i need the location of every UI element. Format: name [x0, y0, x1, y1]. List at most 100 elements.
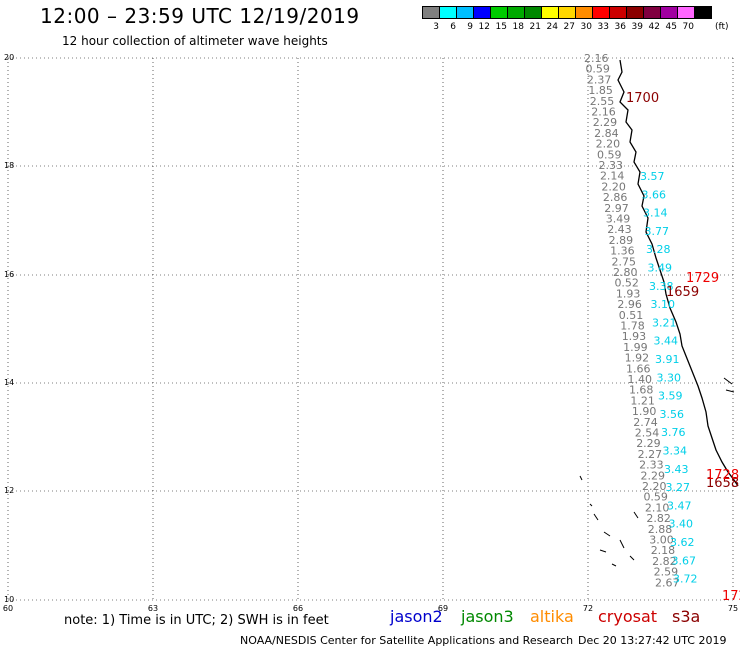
wave-height-label: 1658 — [706, 476, 739, 491]
wave-height-label: 2.55 — [590, 95, 615, 108]
legend-label: 36 — [614, 22, 626, 32]
wave-height-label: 3.56 — [660, 408, 685, 421]
wave-height-label: 2.80 — [613, 266, 638, 279]
wave-height-label: 2.27 — [638, 448, 663, 461]
legend-labels: 3 6 9 12 15 18 21 24 27 30 33 36 39 42 45 70 — [422, 22, 694, 32]
wave-height-label: 3.00 — [649, 534, 674, 547]
map-subtitle: 12 hour collection of altimeter wave hei… — [62, 34, 328, 48]
wave-height-label: 0.59 — [585, 63, 610, 76]
y-tick-label: 20 — [4, 53, 14, 62]
satellite-altika-label: altika — [530, 607, 574, 626]
legend-label: 6 — [450, 22, 456, 32]
legend-label: 21 — [529, 22, 541, 32]
legend-label: 3 — [433, 22, 439, 32]
satellite-s3a-label: s3a — [672, 607, 701, 626]
x-tick-label: 69 — [438, 604, 448, 613]
wave-height-label: 1.93 — [622, 330, 647, 343]
wave-height-label: 2.16 — [591, 106, 616, 119]
wave-height-label: 0.51 — [619, 309, 644, 322]
wave-height-label: 2.75 — [612, 255, 637, 268]
wave-height-label: 3.62 — [670, 536, 695, 549]
y-tick-label: 12 — [4, 486, 14, 495]
x-tick-label: 66 — [293, 604, 303, 613]
wave-height-label: 3.76 — [661, 426, 686, 439]
generated-timestamp: Dec 20 13:27:42 UTC 2019 — [578, 634, 727, 647]
wave-height-label: 2.10 — [645, 501, 670, 514]
wave-height-label: 2.33 — [639, 459, 664, 472]
wave-height-label: 3.38 — [649, 280, 674, 293]
y-tick-label: 10 — [4, 595, 14, 604]
wave-height-label: 2.16 — [584, 52, 609, 65]
wave-height-label: 1.90 — [632, 405, 657, 418]
wave-height-label: 1.78 — [620, 320, 645, 333]
satellite-jason2-label: jason2 — [390, 607, 443, 626]
wave-height-label: 1728 — [706, 468, 739, 483]
wave-height-label: 3.72 — [673, 573, 698, 586]
wave-height-label: 3.66 — [642, 188, 667, 201]
coastline — [617, 59, 739, 487]
wave-height-label: 1.21 — [630, 394, 655, 407]
wave-height-label: 1.66 — [626, 362, 651, 375]
legend-label: 27 — [563, 22, 575, 32]
wave-height-label: 1.85 — [588, 84, 613, 97]
wave-height-label: 3.47 — [667, 499, 692, 512]
wave-height-label: 2.82 — [652, 555, 677, 568]
wave-height-label: 0.59 — [597, 148, 622, 161]
wave-height-label: 1.36 — [610, 245, 635, 258]
wave-height-label: 3.91 — [655, 353, 680, 366]
legend-label: 70 — [682, 22, 694, 32]
wave-height-label: 2.29 — [636, 437, 661, 450]
legend-label: 24 — [546, 22, 558, 32]
wave-height-label: 2.67 — [655, 576, 680, 589]
wave-height-label: 2.88 — [648, 523, 673, 536]
wave-height-label: 0.59 — [643, 491, 668, 504]
legend-swatch — [694, 6, 712, 19]
wave-height-label: 1.93 — [616, 287, 641, 300]
wave-height-label: 0.52 — [614, 277, 639, 290]
wave-height-label: 2.18 — [651, 544, 676, 557]
credit-text: NOAA/NESDIS Center for Satellite Applica… — [240, 634, 574, 647]
legend-label: 30 — [580, 22, 592, 32]
wave-height-label: 2.74 — [633, 416, 658, 429]
legend-unit: (ft) — [715, 22, 729, 32]
wave-height-label: 1659 — [666, 285, 699, 300]
x-tick-label: 72 — [583, 604, 593, 613]
satellite-cryosat-label: cryosat — [598, 607, 658, 626]
wave-height-label: 2.96 — [617, 298, 642, 311]
map-grid — [7, 57, 736, 601]
wave-height-label: 2.33 — [599, 159, 624, 172]
legend-label: 18 — [512, 22, 524, 32]
satellite-jason3-label: jason3 — [461, 607, 514, 626]
wave-height-label: 172 — [722, 589, 740, 604]
wave-height-label: 3.10 — [651, 298, 676, 311]
y-tick-label: 16 — [4, 270, 14, 279]
wave-height-labels: 2.160.592.371.852.552.162.292.842.200.59… — [584, 52, 740, 604]
wave-height-label: 3.34 — [663, 445, 688, 458]
wave-height-label: 1.68 — [629, 384, 654, 397]
wave-height-label: 1700 — [626, 91, 659, 106]
axis-tick-labels: 60 63 66 69 72 75 20 18 16 14 12 10 — [3, 53, 738, 613]
wave-height-label: 3.59 — [658, 390, 683, 403]
wave-height-label: 1.40 — [628, 373, 653, 386]
wave-height-label: 2.29 — [641, 469, 666, 482]
wave-height-label: 3.27 — [666, 481, 691, 494]
color-legend — [422, 6, 712, 19]
note-text: note: 1) Time is in UTC; 2) SWH is in fe… — [64, 613, 329, 628]
y-tick-label: 18 — [4, 161, 14, 170]
wave-height-label: 2.37 — [587, 73, 612, 86]
wave-height-label: 2.20 — [596, 138, 621, 151]
wave-height-label: 2.86 — [603, 191, 628, 204]
wave-height-label: 2.20 — [601, 180, 626, 193]
wave-height-label: 2.97 — [604, 202, 629, 215]
wave-height-label: 2.43 — [607, 223, 632, 236]
wave-height-label: 3.21 — [652, 316, 677, 329]
legend-label: 9 — [467, 22, 473, 32]
x-tick-label: 63 — [148, 604, 158, 613]
wave-height-label: 3.44 — [654, 335, 679, 348]
wave-height-label: 1.92 — [625, 352, 650, 365]
legend-label: 33 — [597, 22, 609, 32]
legend-label: 42 — [648, 22, 660, 32]
wave-height-label: 1729 — [686, 271, 719, 286]
x-tick-label: 60 — [3, 604, 13, 613]
x-tick-label: 75 — [728, 604, 738, 613]
